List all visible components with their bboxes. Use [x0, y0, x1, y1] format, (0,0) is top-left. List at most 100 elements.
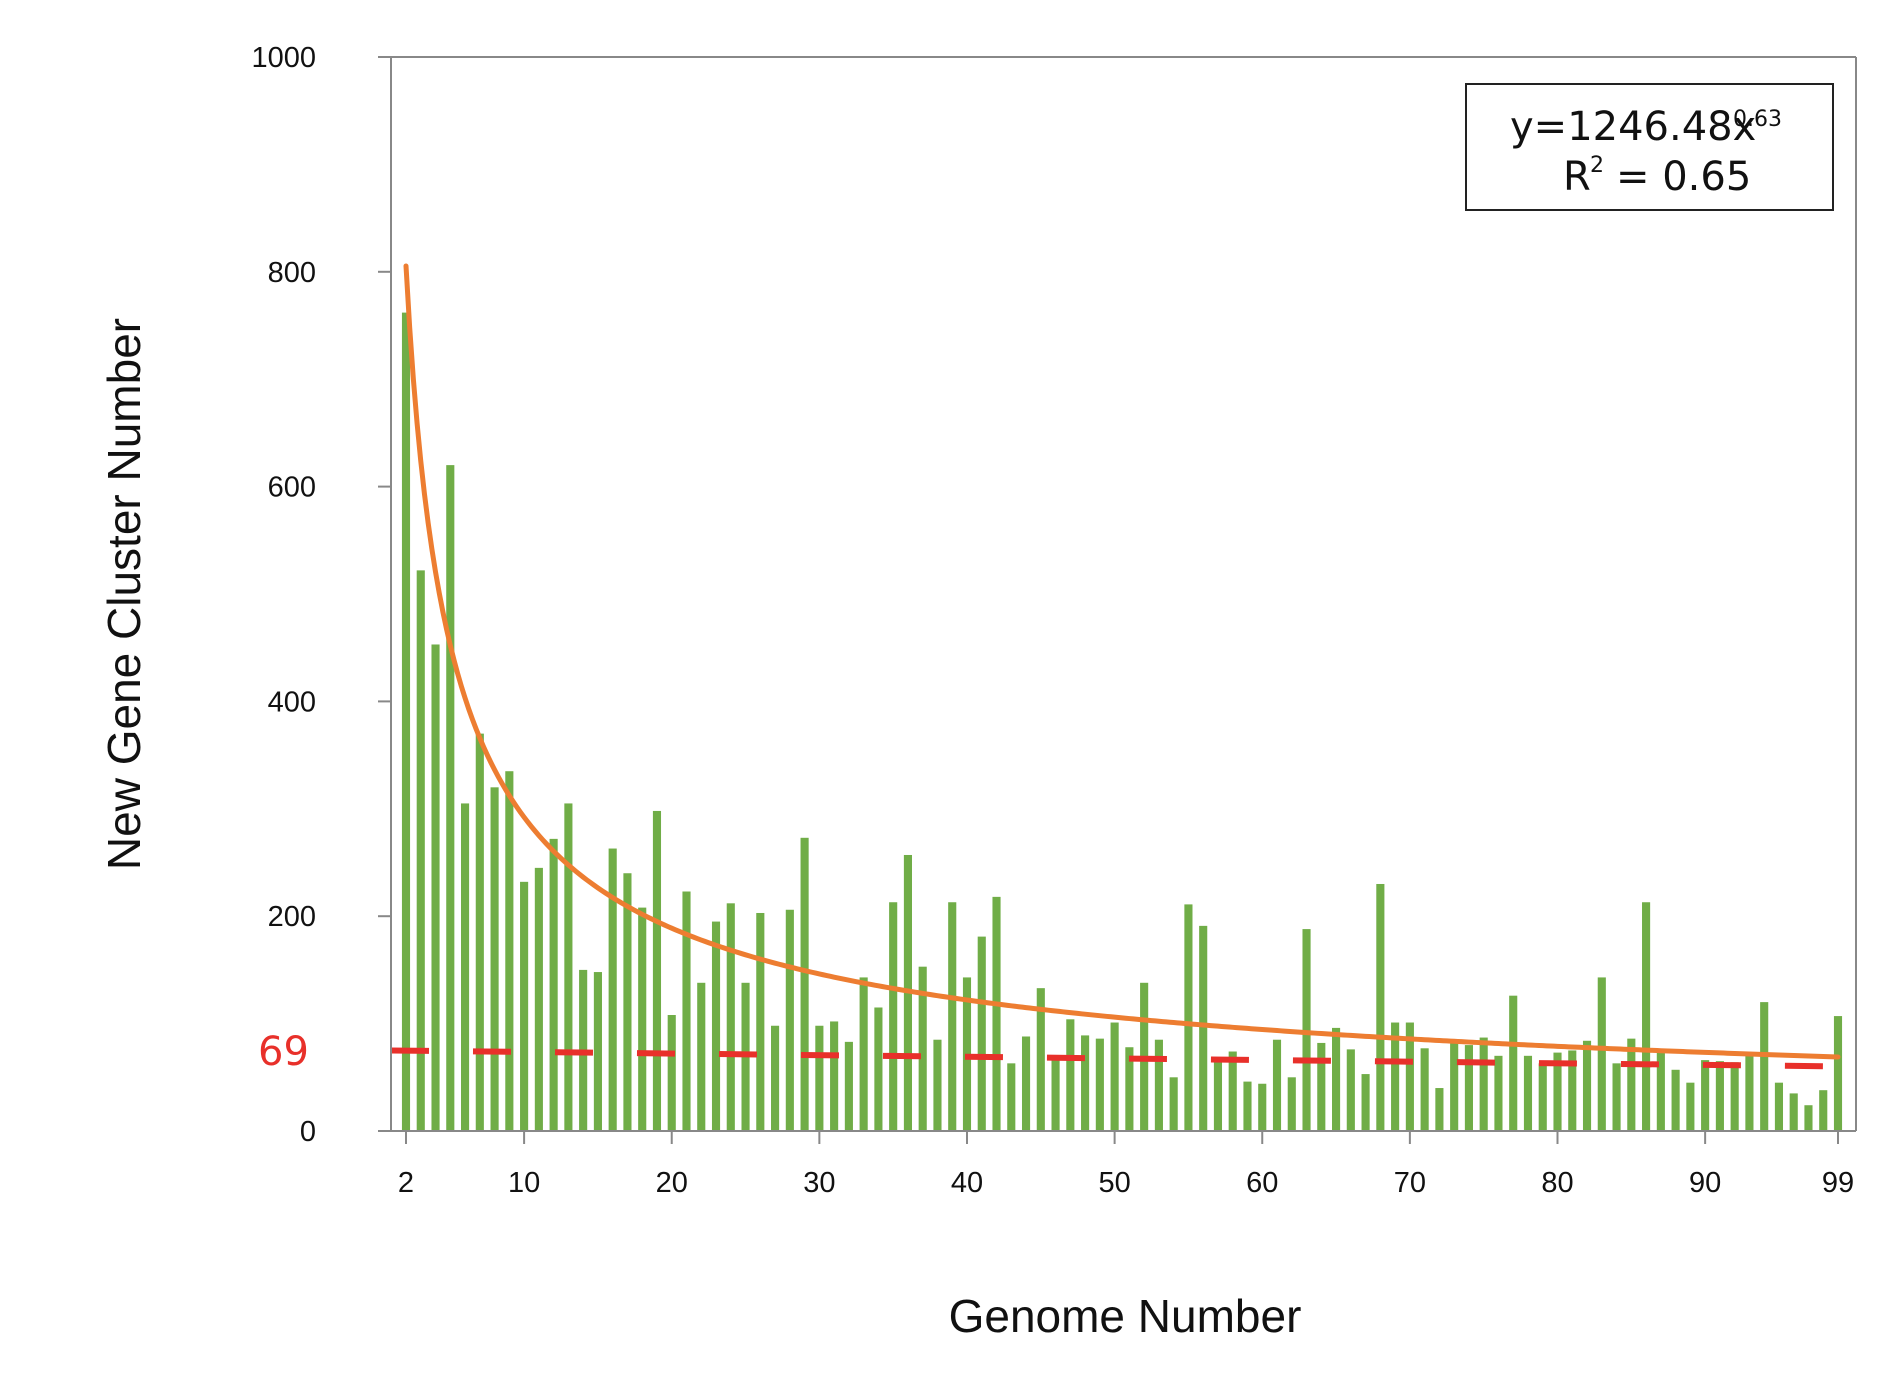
bar-genome-4	[431, 644, 440, 1131]
bar-genome-6	[460, 803, 470, 1131]
bar-genome-57	[1213, 1057, 1223, 1131]
bar-genome-86	[1642, 902, 1651, 1131]
bar-genome-5	[446, 465, 455, 1131]
bar-genome-7	[475, 733, 484, 1131]
bar-genome-82	[1582, 1040, 1592, 1131]
bar-genome-47	[1066, 1019, 1075, 1131]
bar-genome-32	[844, 1041, 853, 1131]
bar-genome-92	[1730, 1062, 1739, 1131]
bar-genome-59	[1243, 1081, 1252, 1131]
x-tick-label-50: 50	[1098, 1167, 1130, 1199]
bar-genome-70	[1405, 1022, 1414, 1131]
bar-genome-63	[1302, 929, 1311, 1131]
bar-genome-45	[1036, 988, 1045, 1131]
bar-genome-10	[520, 881, 529, 1131]
bar-genome-22	[697, 982, 706, 1131]
y-tick-label-200: 200	[268, 901, 316, 933]
x-tick-label-20: 20	[656, 1167, 688, 1199]
bar-genome-93	[1745, 1055, 1754, 1131]
x-axis-title: Genome Number	[949, 1290, 1302, 1342]
x-tick-label-30: 30	[803, 1167, 835, 1199]
bar-genome-43	[1007, 1063, 1016, 1131]
x-tick-label-2: 2	[398, 1167, 414, 1199]
bar-genome-42	[992, 896, 1001, 1131]
bar-genome-54	[1169, 1077, 1178, 1131]
bar-genome-48	[1081, 1035, 1090, 1131]
bar-genome-46	[1051, 1057, 1060, 1131]
bar-genome-72	[1435, 1088, 1444, 1131]
x-tick-layer: 2 10 20 30 40 50 60 70 80 90 99	[398, 1131, 1854, 1199]
fit-curve	[403, 263, 1841, 1060]
bar-genome-13	[564, 803, 573, 1131]
bar-genome-99	[1833, 1016, 1843, 1131]
bar-genome-35	[889, 902, 898, 1131]
bar-genome-29	[800, 837, 809, 1131]
y-tick-layer: 0 200 400 600 800 1000	[251, 42, 391, 1148]
bar-genome-33	[859, 977, 868, 1131]
bar-genome-97	[1804, 1105, 1813, 1131]
bar-genome-94	[1760, 1002, 1769, 1131]
x-tick-label-80: 80	[1541, 1167, 1573, 1199]
bar-genome-73	[1450, 1042, 1459, 1131]
fit-curve-layer	[403, 263, 1841, 1060]
bar-genome-88	[1671, 1069, 1680, 1131]
bar-genome-76	[1494, 1055, 1503, 1131]
bar-genome-62	[1287, 1077, 1296, 1131]
bar-genome-60	[1258, 1083, 1267, 1131]
bar-genome-51	[1125, 1047, 1134, 1131]
bar-genome-41	[977, 936, 986, 1131]
equation-box: y=1246.48x 0.63 R 2 = 0.65	[1465, 83, 1834, 211]
bar-genome-44	[1021, 1036, 1031, 1131]
equation-box-border	[1465, 83, 1834, 211]
bar-genome-58	[1228, 1051, 1237, 1131]
x-tick-label-70: 70	[1394, 1167, 1426, 1199]
bar-genome-78	[1523, 1055, 1533, 1131]
x-tick-label-99: 99	[1822, 1167, 1854, 1199]
bar-genome-71	[1420, 1048, 1429, 1131]
y-tick-label-400: 400	[268, 686, 316, 718]
bar-genome-9	[505, 771, 514, 1131]
bar-genome-27	[771, 1025, 780, 1131]
bar-genome-65	[1332, 1027, 1341, 1131]
bar-genome-74	[1464, 1045, 1473, 1131]
bar-genome-11	[534, 867, 543, 1131]
bar-genome-67	[1361, 1074, 1370, 1131]
bar-genome-21	[682, 891, 691, 1131]
bar-genome-75	[1479, 1037, 1488, 1131]
bar-genome-91	[1715, 1061, 1724, 1131]
r-squared-prefix: R	[1563, 154, 1591, 200]
r-squared-value: = 0.65	[1616, 154, 1751, 200]
bar-genome-15	[593, 972, 602, 1131]
bar-genome-26	[756, 912, 765, 1131]
y-tick-label-600: 600	[268, 472, 316, 504]
bar-genome-77	[1509, 995, 1518, 1131]
bar-genome-83	[1597, 977, 1606, 1131]
bar-genome-64	[1317, 1042, 1326, 1131]
bar-genome-84	[1612, 1063, 1621, 1131]
bar-genome-17	[623, 873, 632, 1131]
bar-genome-2	[401, 312, 411, 1131]
bar-genome-61	[1272, 1039, 1282, 1131]
bar-genome-28	[785, 909, 794, 1131]
bar-genome-34	[874, 1007, 883, 1131]
r-squared-superscript: 2	[1590, 153, 1604, 178]
bar-genome-16	[608, 848, 617, 1131]
bar-genome-23	[711, 921, 721, 1131]
bar-genome-95	[1774, 1082, 1784, 1131]
bar-genome-98	[1819, 1090, 1828, 1131]
y-tick-label-1000: 1000	[251, 42, 316, 74]
bar-genome-89	[1686, 1082, 1695, 1131]
y-axis-title: New Gene Cluster Number	[98, 318, 150, 870]
bar-genome-90	[1701, 1060, 1710, 1131]
bar-genome-81	[1568, 1050, 1577, 1131]
reference-line-label: 69	[258, 1029, 309, 1075]
bar-genome-79	[1538, 1063, 1547, 1131]
bar-genome-39	[948, 902, 957, 1131]
bar-genome-24	[726, 903, 735, 1131]
y-tick-label-800: 800	[268, 257, 316, 289]
bar-genome-55	[1184, 904, 1193, 1131]
bar-genome-8	[490, 787, 499, 1131]
bar-genome-49	[1095, 1038, 1104, 1131]
